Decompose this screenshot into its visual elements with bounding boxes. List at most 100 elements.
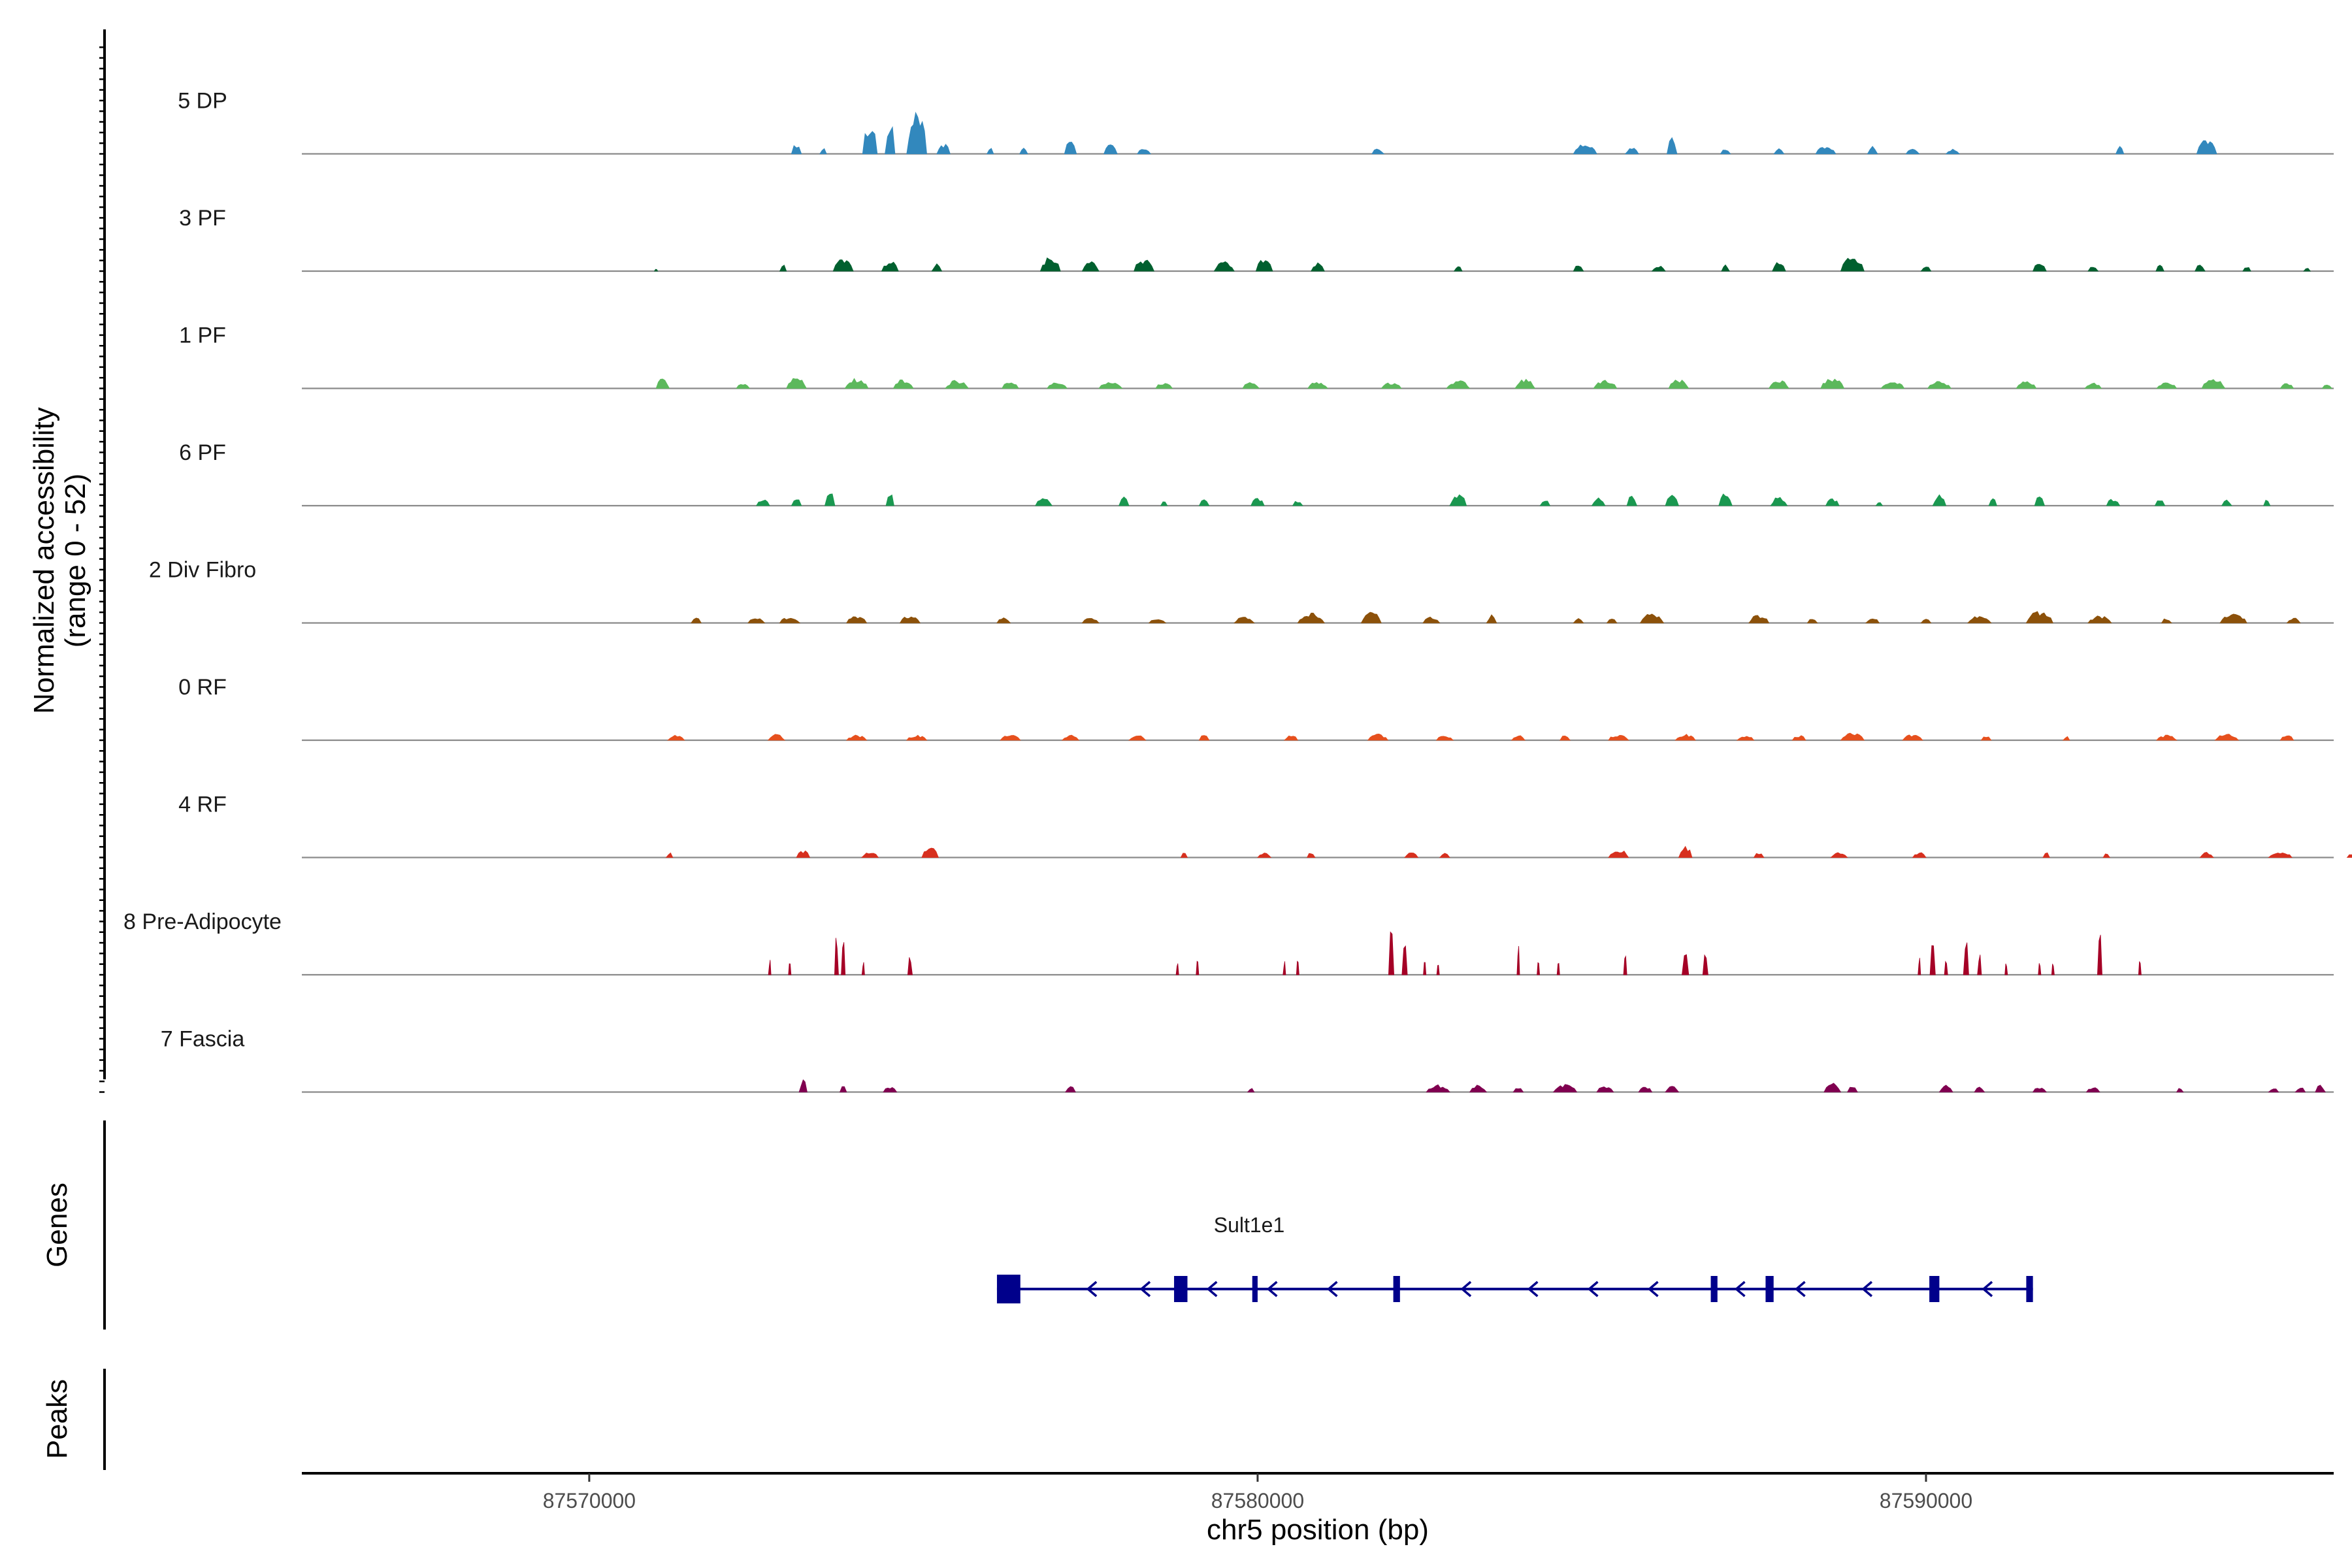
coverage-peak xyxy=(1404,852,1419,858)
coverage-peak xyxy=(846,616,868,623)
track-label: 3 PF xyxy=(179,206,226,231)
coverage-peak xyxy=(2201,379,2226,389)
coverage-peak xyxy=(1865,618,1880,623)
coverage-peak xyxy=(2221,499,2232,506)
coverage-peak xyxy=(2196,140,2217,154)
coverage-peak xyxy=(1773,148,1785,154)
coverage-peak xyxy=(1469,1085,1488,1092)
coverage-peak xyxy=(1134,259,1155,272)
coverage-peak xyxy=(1963,942,1969,975)
coverage-peak xyxy=(1435,736,1454,741)
coverage-peak xyxy=(1560,735,1571,741)
coverage-peak xyxy=(1175,963,1179,975)
coverage-peak xyxy=(1081,261,1100,272)
genes-panel-label: Genes xyxy=(41,1183,73,1267)
coverage-peak xyxy=(841,942,846,975)
gene-exon xyxy=(1393,1276,1400,1302)
coverage-peak xyxy=(1980,736,1992,741)
strand-arrow xyxy=(1861,1281,1873,1298)
coverage-peak xyxy=(883,1087,898,1092)
coverage-peak xyxy=(2034,497,2046,506)
coverage-peak xyxy=(736,384,751,389)
coverage-peak xyxy=(747,618,766,623)
strand-arrow xyxy=(1647,1281,1659,1298)
coverage-peak xyxy=(2062,736,2070,741)
coverage-peak xyxy=(1944,960,1948,975)
coverage-peak xyxy=(1770,497,1788,506)
coverage-peak xyxy=(1668,380,1690,389)
coverage-peak xyxy=(1665,495,1679,506)
coverage-tracks: 5 DP 3 PF 1 PF 6 PF 2 Div Fibro 0 RF 4 RF 8 Pre… xyxy=(123,89,2352,1093)
coverage-peak xyxy=(791,499,802,506)
coverage-peak xyxy=(1593,380,1618,389)
coverage-peak xyxy=(791,145,802,154)
coverage-peak xyxy=(1380,382,1402,389)
coverage-peak xyxy=(2042,852,2050,858)
coverage-peak xyxy=(2138,961,2142,975)
coverage-peak xyxy=(1945,148,1961,154)
coverage-peak xyxy=(860,853,879,858)
coverage-peak xyxy=(2097,934,2102,975)
coverage-peak xyxy=(1573,618,1584,623)
coverage-peak xyxy=(1667,137,1678,154)
gene-exon xyxy=(1765,1276,1774,1302)
coverage-peak xyxy=(1061,734,1080,741)
coverage-peak xyxy=(1512,1088,1524,1092)
gene-exon xyxy=(2026,1276,2033,1302)
coverage-peak xyxy=(1445,380,1471,389)
strand-arrow xyxy=(1527,1281,1539,1298)
coverage-peak xyxy=(1912,852,1927,858)
coverage-peak xyxy=(1626,495,1638,506)
coverage-peak xyxy=(1718,493,1733,506)
coverage-peak xyxy=(1847,1086,1858,1092)
coverage-peak xyxy=(1815,147,1837,154)
coverage-peak xyxy=(1371,148,1385,154)
x-axis: 87570000 87580000 87590000 xyxy=(302,1472,2334,1512)
coverage-peak xyxy=(2155,734,2178,741)
coverage-peak xyxy=(2286,617,2301,623)
coverage-peak xyxy=(2102,853,2111,858)
coverage-peak xyxy=(839,1086,847,1092)
coverage-peak xyxy=(2004,963,2008,975)
coverage-peak xyxy=(1977,955,1982,975)
coverage-peak xyxy=(2199,851,2214,858)
coverage-peak xyxy=(1360,612,1382,623)
coverage-peak xyxy=(1297,612,1325,623)
coverage-peak xyxy=(1721,264,1730,272)
coverage-peak xyxy=(2279,735,2295,741)
coverage-peak xyxy=(1081,618,1100,623)
coverage-peak xyxy=(2295,1087,2306,1092)
coverage-peak xyxy=(779,617,801,623)
coverage-peak xyxy=(899,616,921,623)
track-2-div-fibro: 2 Div Fibro xyxy=(149,558,2334,624)
coverage-peak xyxy=(1938,1085,1953,1092)
gene-exon xyxy=(996,1275,1021,1303)
strand-arrow xyxy=(1326,1281,1338,1298)
coverage-peak xyxy=(1119,497,1130,506)
coverage-peak xyxy=(1098,382,1123,389)
coverage-peak xyxy=(2268,852,2293,858)
track-0-rf: 0 RF xyxy=(178,675,2334,742)
coverage-peak xyxy=(1039,257,1061,272)
coverage-peak xyxy=(1596,1086,1614,1092)
coverage-peak xyxy=(1103,144,1118,154)
track-3-pf: 3 PF xyxy=(179,206,2334,272)
coverage-peak xyxy=(2155,265,2164,272)
coverage-peak xyxy=(1753,853,1765,858)
coverage-peak xyxy=(2279,383,2295,389)
coverage-peak xyxy=(2087,267,2099,272)
y-axis-left xyxy=(99,29,106,1093)
coverage-peak xyxy=(1606,618,1618,623)
coverage-peak xyxy=(1772,262,1786,272)
coverage-peak xyxy=(986,148,994,154)
coverage-peak xyxy=(2085,1087,2100,1092)
coverage-peak xyxy=(1556,962,1560,975)
coverage-peak xyxy=(1311,262,1325,272)
coverage-peak xyxy=(1880,382,1905,389)
coverage-peak xyxy=(1198,499,1210,506)
y-axis-title-line2: (range 0 - 52) xyxy=(59,474,91,648)
strand-arrow xyxy=(1266,1281,1278,1298)
coverage-peak xyxy=(892,380,914,389)
coverage-peak xyxy=(1678,845,1693,858)
strand-arrow xyxy=(1206,1281,1218,1298)
